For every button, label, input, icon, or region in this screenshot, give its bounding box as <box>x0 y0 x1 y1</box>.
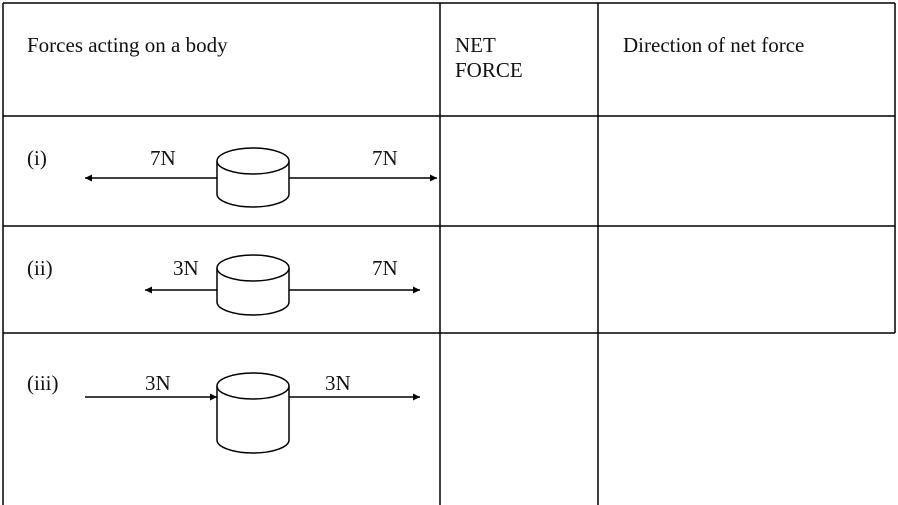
force-label: 3N <box>325 371 351 395</box>
row-label: (i) <box>27 146 47 170</box>
body-top <box>216 147 290 175</box>
header-cell: Direction of net force <box>623 33 805 57</box>
row-label: (ii) <box>27 256 53 280</box>
body-top <box>216 372 290 400</box>
force-label: 7N <box>372 146 398 170</box>
force-label: 3N <box>173 256 199 280</box>
body <box>216 386 290 454</box>
force-label: 7N <box>372 256 398 280</box>
header-cell: Forces acting on a body <box>27 33 228 57</box>
force-label: 3N <box>145 371 171 395</box>
force-label: 7N <box>150 146 176 170</box>
header-cell: NET FORCE <box>455 33 523 82</box>
row-label: (iii) <box>27 371 59 395</box>
body-top <box>216 254 290 282</box>
